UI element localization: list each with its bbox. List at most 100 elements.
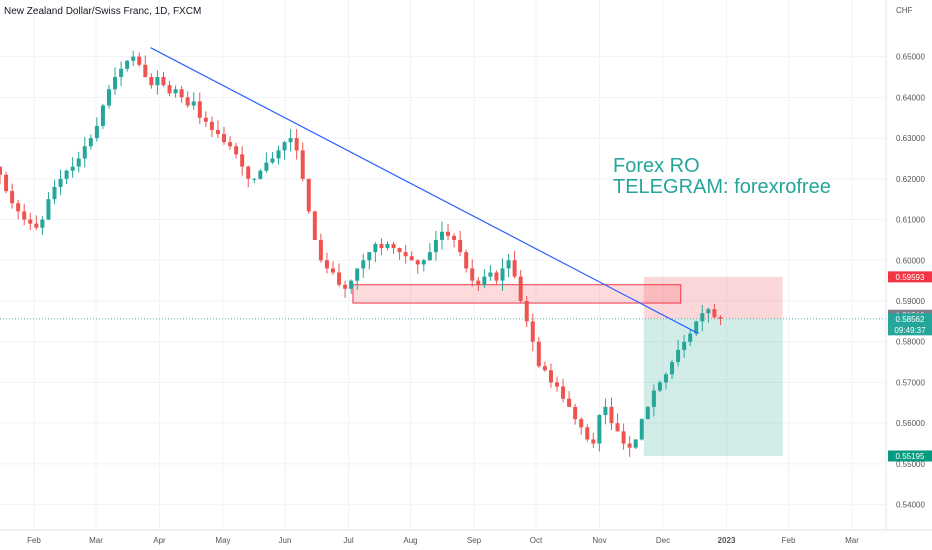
candle-body (179, 89, 184, 98)
candle-body (88, 138, 93, 147)
candle-body (512, 260, 517, 277)
annotation-line-2: TELEGRAM: forexrofree (613, 176, 831, 198)
candle-body (645, 406, 650, 420)
candle-body (651, 390, 656, 407)
candle-body (530, 321, 535, 342)
time-tick-label: Mar (845, 536, 859, 545)
candle-body (306, 178, 311, 212)
candle-body (240, 154, 245, 167)
price-tick-label: 0.57000 (896, 378, 925, 387)
candle-body (579, 419, 584, 428)
time-tick-label: Mar (89, 536, 103, 545)
time-tick-label: Feb (27, 536, 41, 545)
candle-body (312, 211, 317, 240)
candle-body (706, 309, 711, 314)
candle-body (28, 219, 33, 224)
price-tick-label: 0.56000 (896, 419, 925, 428)
symbol-title[interactable]: New Zealand Dollar/Swiss Franc, 1D, FXCM (4, 6, 202, 17)
candle-body (343, 284, 348, 289)
candle-body (688, 333, 693, 342)
candle-body (603, 406, 608, 416)
price-tag-label: 0.59593 (896, 273, 925, 282)
candle-body (554, 382, 559, 387)
candle-body (282, 142, 287, 151)
candle-body (585, 427, 590, 440)
candle-body (433, 239, 438, 253)
candle-body (125, 60, 130, 69)
candle-body (663, 374, 668, 383)
candle-body (137, 56, 142, 65)
candle-body (215, 129, 220, 135)
price-tag (888, 450, 932, 462)
candle-body (567, 398, 572, 407)
candle-body (197, 101, 202, 118)
price-tick-label: 0.55000 (896, 460, 925, 469)
candle-body (288, 138, 293, 143)
candle-body (191, 101, 196, 106)
candle-body (94, 125, 99, 139)
annotation-line-1: Forex RO (613, 155, 700, 177)
time-tick-label: May (215, 536, 230, 545)
candle-body (324, 260, 329, 269)
candle-body (64, 170, 69, 179)
time-tick-label: Apr (153, 536, 166, 545)
price-tick-label: 0.63000 (896, 134, 925, 143)
candle-body (573, 406, 578, 420)
price-tag (888, 271, 932, 283)
candle-body (355, 268, 360, 281)
candle-body (70, 166, 75, 171)
candle-body (294, 138, 299, 151)
candle-body (524, 301, 529, 322)
candle-body (385, 243, 390, 249)
candle-body (373, 243, 378, 253)
candle-body (58, 178, 63, 187)
candle-body (458, 239, 463, 253)
candle-body (421, 260, 426, 265)
candle-body (542, 366, 547, 371)
candle-body (264, 162, 269, 171)
candle-body (700, 313, 705, 322)
candle-body (246, 166, 251, 179)
candle-body (16, 203, 21, 212)
candle-body (0, 166, 2, 175)
candles (0, 50, 723, 457)
candle-body (409, 256, 414, 261)
candle-body (367, 252, 372, 261)
price-tick-label: 0.61000 (896, 216, 925, 225)
time-axis[interactable]: Feb Mar Apr May Jun Jul Aug Sep Oct Nov Dec 2023 Feb… (27, 536, 859, 545)
candle-body (591, 439, 596, 444)
candle-body (349, 280, 354, 289)
candle-body (415, 260, 420, 265)
candle-body (4, 174, 9, 192)
countdown-label: 09:49:37 (894, 326, 926, 335)
candle-body (397, 248, 402, 253)
time-tick-label: 2023 (718, 536, 736, 545)
time-tick-label: Sep (467, 536, 482, 545)
time-tick-label: Dec (656, 536, 670, 545)
candle-body (330, 268, 335, 273)
candle-body (403, 252, 408, 257)
candle-body (718, 317, 723, 319)
candle-body (228, 142, 233, 147)
candle-body (361, 260, 366, 269)
candle-body (500, 268, 505, 281)
candle-body (222, 134, 227, 143)
candle-body (155, 77, 160, 86)
candle-body (22, 211, 27, 220)
time-tick-label: Aug (403, 536, 417, 545)
candle-body (639, 419, 644, 440)
candle-body (627, 443, 632, 448)
candle-body (234, 146, 239, 155)
candle-body (561, 386, 566, 399)
price-axis[interactable]: 0.65000 0.64000 0.63000 0.62000 0.61000 0.600… (896, 53, 925, 510)
time-tick-label: Jun (279, 536, 292, 545)
candle-body (470, 268, 475, 281)
candle-body (427, 252, 432, 261)
candle-body (46, 199, 51, 220)
candle-body (149, 77, 154, 86)
price-tick-label: 0.59000 (896, 297, 925, 306)
price-tick-label: 0.54000 (896, 501, 925, 510)
